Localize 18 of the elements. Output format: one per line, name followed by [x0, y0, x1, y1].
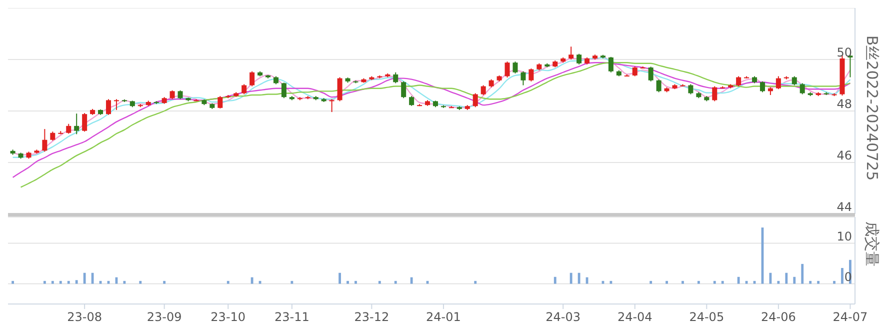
y-axis-title: 成交量 [863, 222, 881, 266]
x-tick-label: 24-05 [689, 310, 724, 324]
x-tick-label: 23-08 [67, 310, 102, 324]
x-tick-label: 23-09 [146, 310, 182, 324]
y-tick-label: 50 [836, 46, 852, 60]
x-tick-label: 23-10 [210, 310, 246, 324]
x-tick-label: 24-04 [617, 310, 652, 324]
x-tick-label: 24-06 [761, 310, 796, 324]
x-tick-label: 24-07 [832, 310, 868, 324]
x-tick-label: 23-11 [274, 310, 310, 324]
x-tick-label: 24-01 [426, 310, 461, 324]
y-axis-title: B丝2022-20240725 [863, 35, 881, 181]
x-tick-label: 24-03 [546, 310, 581, 324]
y-tick-label: 44 [836, 200, 852, 214]
y-tick-label: 48 [836, 97, 852, 111]
y-tick-label: 10 [836, 229, 852, 244]
y-tick-label: 46 [836, 148, 852, 162]
x-tick-label: 23-12 [354, 310, 390, 324]
